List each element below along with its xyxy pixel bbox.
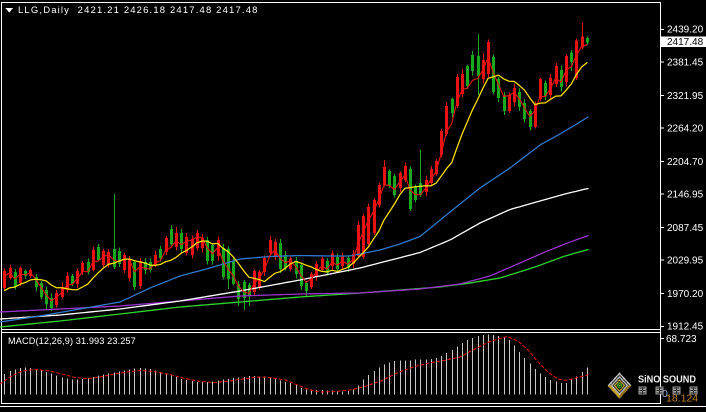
svg-text:2087.45: 2087.45: [667, 223, 704, 234]
svg-text:2439.20: 2439.20: [667, 25, 704, 36]
svg-text:2417.48: 2417.48: [667, 37, 704, 48]
svg-text:1912.45: 1912.45: [667, 322, 704, 333]
svg-text:MACD(12,26,9) 31.993 23.257: MACD(12,26,9) 31.993 23.257: [8, 336, 136, 346]
svg-text:18.124: 18.124: [666, 393, 698, 405]
svg-text:2146.95: 2146.95: [667, 190, 704, 201]
svg-text:1970.20: 1970.20: [667, 289, 704, 300]
svg-text:SiNO SOUND: SiNO SOUND: [638, 374, 696, 386]
svg-text:2264.20: 2264.20: [667, 123, 704, 134]
svg-text:68.723: 68.723: [666, 334, 697, 345]
svg-text:2029.95: 2029.95: [667, 255, 704, 266]
svg-text:0.: 0.: [662, 388, 671, 400]
svg-text:2381.45: 2381.45: [667, 57, 704, 68]
svg-text:2204.70: 2204.70: [667, 157, 704, 168]
svg-text:2321.95: 2321.95: [667, 91, 704, 102]
svg-text:LLG,Daily 2421.21 2426.18 241: LLG,Daily 2421.21 2426.18 2417.48 2417.4…: [18, 5, 259, 16]
